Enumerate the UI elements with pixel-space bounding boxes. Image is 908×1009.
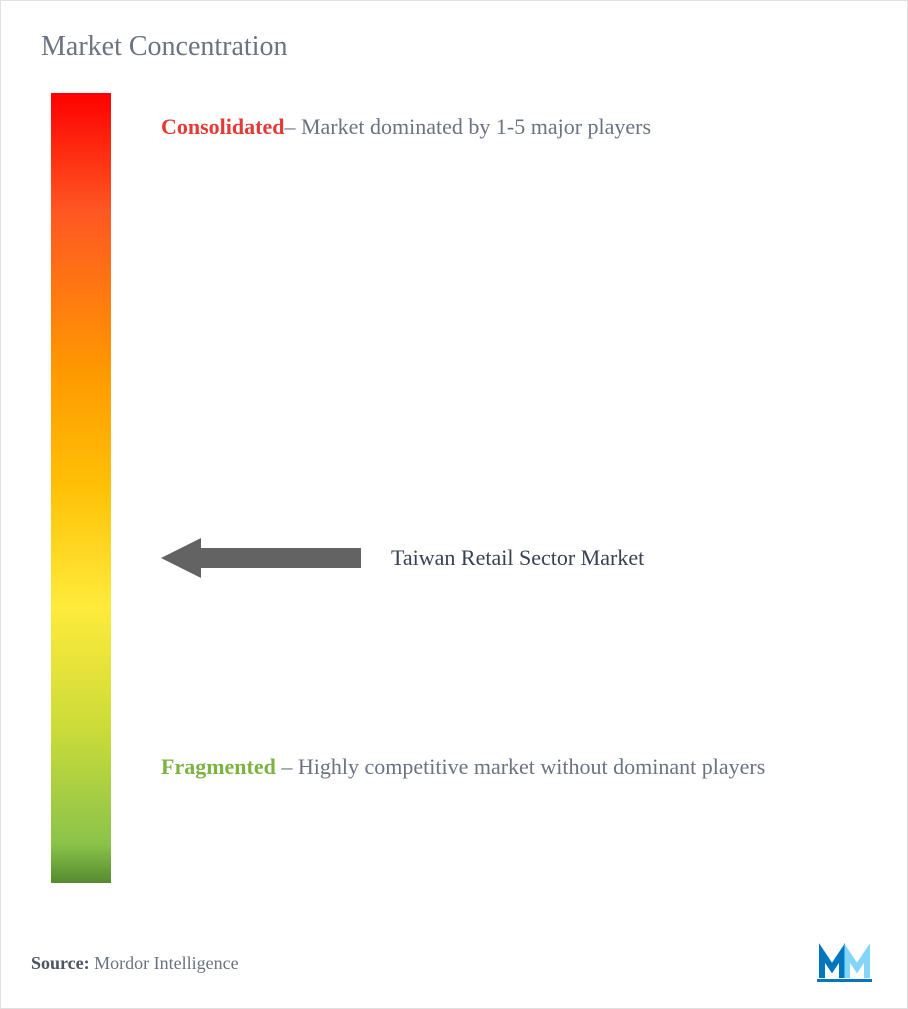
footer: Source: Mordor Intelligence: [31, 943, 877, 983]
consolidated-label: Consolidated: [161, 114, 284, 139]
consolidated-description: – Market dominated by 1-5 major players: [284, 114, 651, 139]
market-indicator-section: Taiwan Retail Sector Market: [161, 533, 644, 583]
consolidated-section: Consolidated– Market dominated by 1-5 ma…: [161, 103, 651, 151]
market-name-label: Taiwan Retail Sector Market: [391, 545, 644, 571]
fragmented-description: – Highly competitive market without domi…: [276, 754, 765, 779]
mordor-logo-icon: [817, 943, 877, 983]
concentration-gradient-bar: [51, 93, 111, 883]
source-label: Source:: [31, 953, 90, 973]
page-title: Market Concentration: [41, 31, 877, 63]
fragmented-section: Fragmented – Highly competitive market w…: [161, 743, 765, 791]
source-attribution: Source: Mordor Intelligence: [31, 953, 239, 974]
arrow-left-icon: [161, 533, 361, 583]
main-container: Market Concentration: [0, 0, 908, 1009]
fragmented-label: Fragmented: [161, 754, 276, 779]
content-area: Consolidated– Market dominated by 1-5 ma…: [31, 93, 877, 913]
source-text: Mordor Intelligence: [90, 953, 239, 973]
